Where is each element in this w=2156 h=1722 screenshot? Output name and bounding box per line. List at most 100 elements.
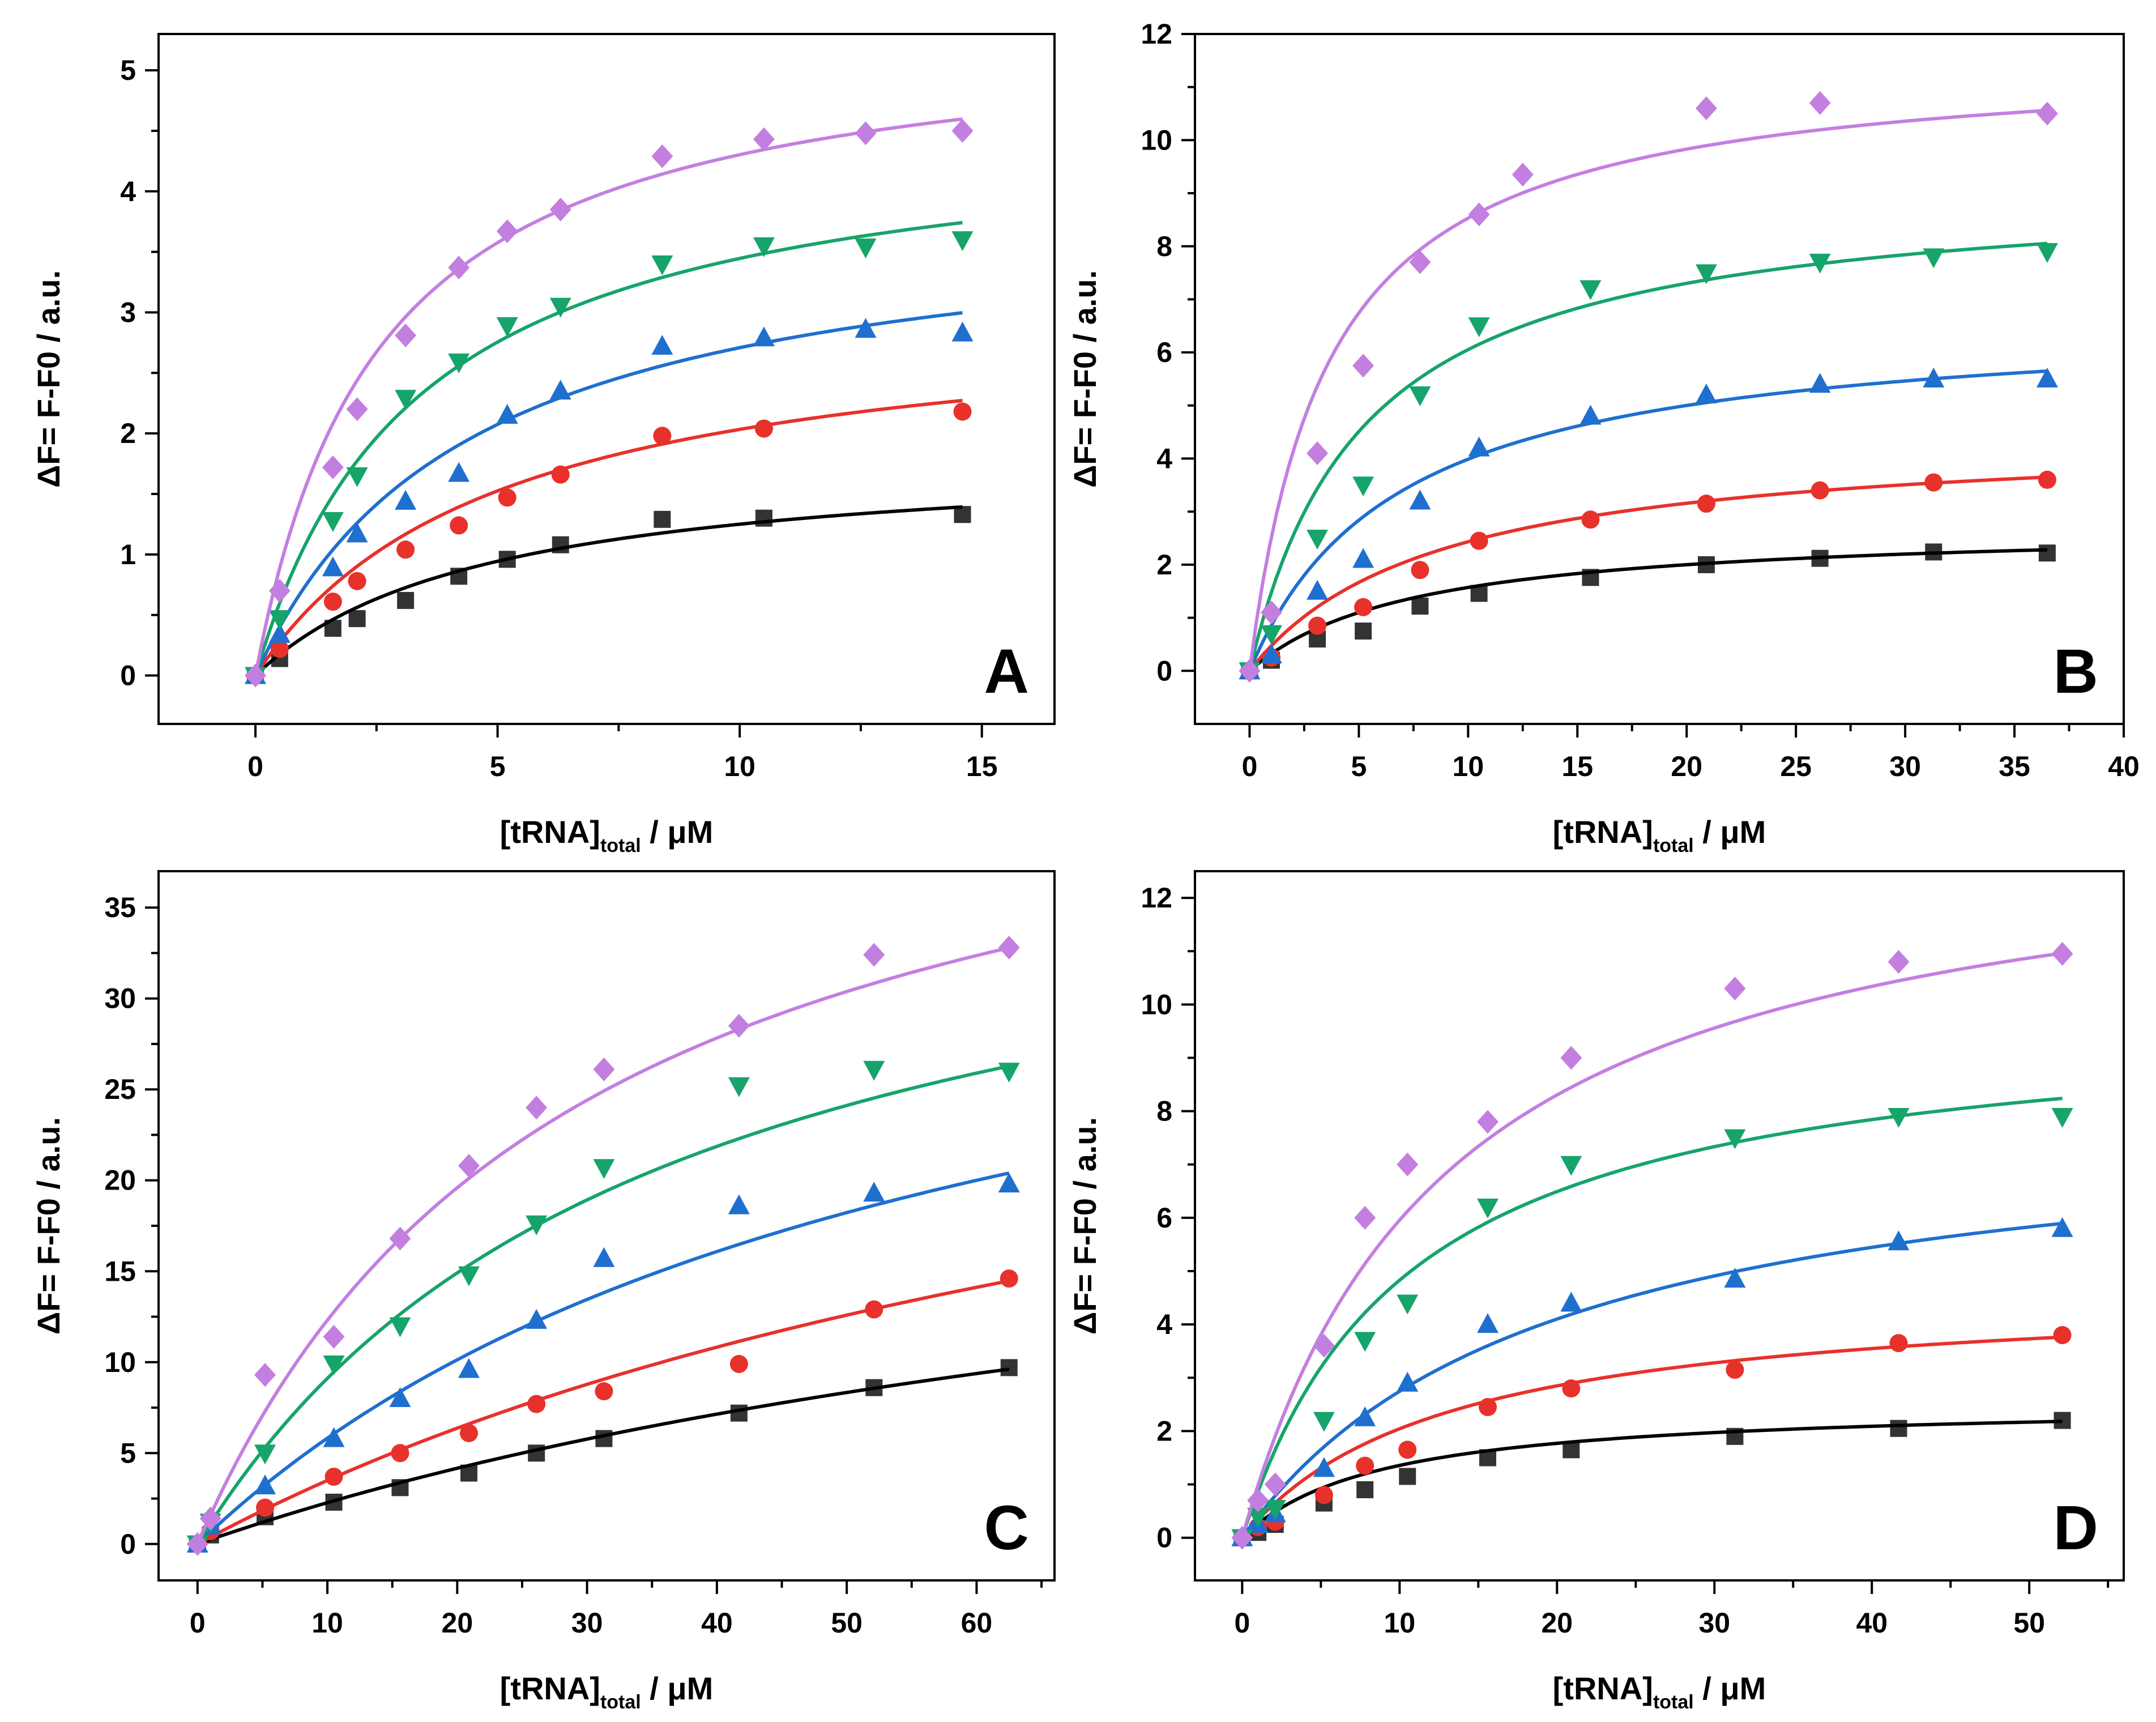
data-point bbox=[389, 1226, 411, 1251]
data-point bbox=[593, 1057, 615, 1081]
fit-line bbox=[1248, 475, 2048, 672]
data-point bbox=[855, 318, 877, 338]
data-point bbox=[654, 510, 671, 528]
y-tick-label: 12 bbox=[1141, 882, 1172, 914]
data-point bbox=[1560, 1156, 1582, 1176]
fit-line bbox=[1248, 241, 2048, 672]
panel-letter: D bbox=[2053, 1493, 2098, 1563]
data-point bbox=[951, 321, 974, 342]
data-point bbox=[1809, 253, 1831, 274]
x-tick-label: 10 bbox=[724, 751, 755, 782]
data-point bbox=[395, 489, 417, 510]
x-axis-title: [tRNA]total / μM bbox=[1553, 1670, 1766, 1713]
data-point bbox=[1313, 1412, 1335, 1432]
x-tick-label: 30 bbox=[1698, 1607, 1730, 1639]
data-point bbox=[346, 397, 368, 421]
series-violet bbox=[186, 935, 1020, 1556]
data-point bbox=[1409, 386, 1431, 407]
y-tick-label: 35 bbox=[104, 892, 136, 923]
data-point bbox=[1724, 1129, 1746, 1149]
data-point bbox=[998, 935, 1020, 960]
data-point bbox=[1307, 530, 1329, 550]
data-point bbox=[1925, 543, 1942, 561]
x-tick-label: 15 bbox=[966, 751, 998, 782]
data-point bbox=[1261, 643, 1283, 664]
x-tick-label: 10 bbox=[1384, 1607, 1416, 1639]
data-point bbox=[527, 1395, 546, 1413]
fit-line bbox=[1240, 951, 2063, 1538]
data-point bbox=[498, 551, 516, 568]
data-point bbox=[496, 317, 518, 337]
data-point bbox=[458, 1358, 480, 1378]
x-axis-title-unit: / μM bbox=[641, 814, 714, 850]
data-point bbox=[1560, 1046, 1582, 1070]
data-point bbox=[270, 640, 289, 658]
data-point bbox=[549, 380, 571, 400]
data-point bbox=[460, 1464, 477, 1482]
y-tick-label: 4 bbox=[120, 176, 136, 207]
data-point bbox=[728, 1194, 750, 1214]
x-tick-label: 10 bbox=[1453, 751, 1484, 782]
data-point bbox=[1477, 1313, 1499, 1333]
data-point bbox=[1247, 1488, 1269, 1512]
x-axis-title-main: [tRNA] bbox=[500, 1670, 600, 1706]
data-point bbox=[951, 118, 974, 143]
data-point bbox=[1308, 616, 1327, 635]
data-point bbox=[1512, 163, 1534, 187]
data-point bbox=[855, 238, 877, 259]
x-axis-title: [tRNA]total / μM bbox=[500, 1670, 714, 1713]
fit-line bbox=[1240, 1097, 2063, 1538]
x-axis-title-sub: total bbox=[600, 1691, 641, 1713]
data-point bbox=[448, 255, 470, 280]
data-point bbox=[549, 197, 571, 221]
y-tick-label: 30 bbox=[104, 983, 136, 1015]
data-point bbox=[1811, 481, 1829, 500]
data-point bbox=[1356, 1456, 1374, 1475]
data-point bbox=[593, 1247, 615, 1267]
data-point bbox=[1247, 1508, 1269, 1528]
data-point bbox=[2051, 1108, 2073, 1128]
data-point bbox=[863, 1060, 885, 1081]
data-point bbox=[552, 536, 569, 553]
data-point bbox=[254, 1363, 276, 1387]
y-tick-label: 5 bbox=[120, 1437, 136, 1469]
data-point bbox=[186, 1532, 208, 1556]
plot-frame bbox=[157, 33, 1056, 725]
y-tick-label: 12 bbox=[1141, 18, 1172, 50]
data-point bbox=[1000, 1269, 1018, 1288]
series-red bbox=[1240, 471, 2056, 680]
data-point bbox=[1354, 1406, 1376, 1426]
y-tick-label: 2 bbox=[120, 417, 136, 449]
data-point bbox=[1307, 441, 1329, 466]
y-tick-label: 10 bbox=[104, 1346, 136, 1378]
series-green bbox=[1239, 241, 2058, 683]
data-point bbox=[1352, 353, 1374, 378]
data-point bbox=[730, 1404, 748, 1422]
data-point bbox=[1888, 1230, 1910, 1251]
data-point bbox=[324, 620, 341, 637]
y-tick-label: 25 bbox=[104, 1073, 136, 1105]
data-point bbox=[268, 623, 291, 643]
data-point bbox=[268, 578, 291, 603]
x-tick-label: 20 bbox=[442, 1607, 473, 1639]
data-point bbox=[1409, 489, 1431, 510]
data-point bbox=[1000, 1359, 1018, 1376]
x-axis-title-main: [tRNA] bbox=[1553, 814, 1653, 850]
data-point bbox=[448, 353, 470, 374]
fit-line bbox=[1240, 1221, 2063, 1539]
data-point bbox=[653, 427, 672, 445]
y-tick-label: 20 bbox=[104, 1165, 136, 1196]
data-point bbox=[1352, 548, 1374, 568]
data-point bbox=[1264, 1499, 1286, 1520]
data-point bbox=[389, 1317, 411, 1337]
data-point bbox=[549, 297, 571, 318]
data-point bbox=[1231, 1525, 1253, 1550]
x-axis-title-unit: / μM bbox=[641, 1670, 714, 1706]
data-point bbox=[1889, 1334, 1908, 1353]
x-axis-title-sub: total bbox=[1653, 835, 1694, 856]
fit-line bbox=[1248, 109, 2048, 671]
data-point bbox=[1811, 549, 1829, 567]
data-point bbox=[1468, 436, 1490, 457]
data-point bbox=[1313, 1333, 1335, 1358]
x-axis-title-sub: total bbox=[600, 835, 641, 856]
